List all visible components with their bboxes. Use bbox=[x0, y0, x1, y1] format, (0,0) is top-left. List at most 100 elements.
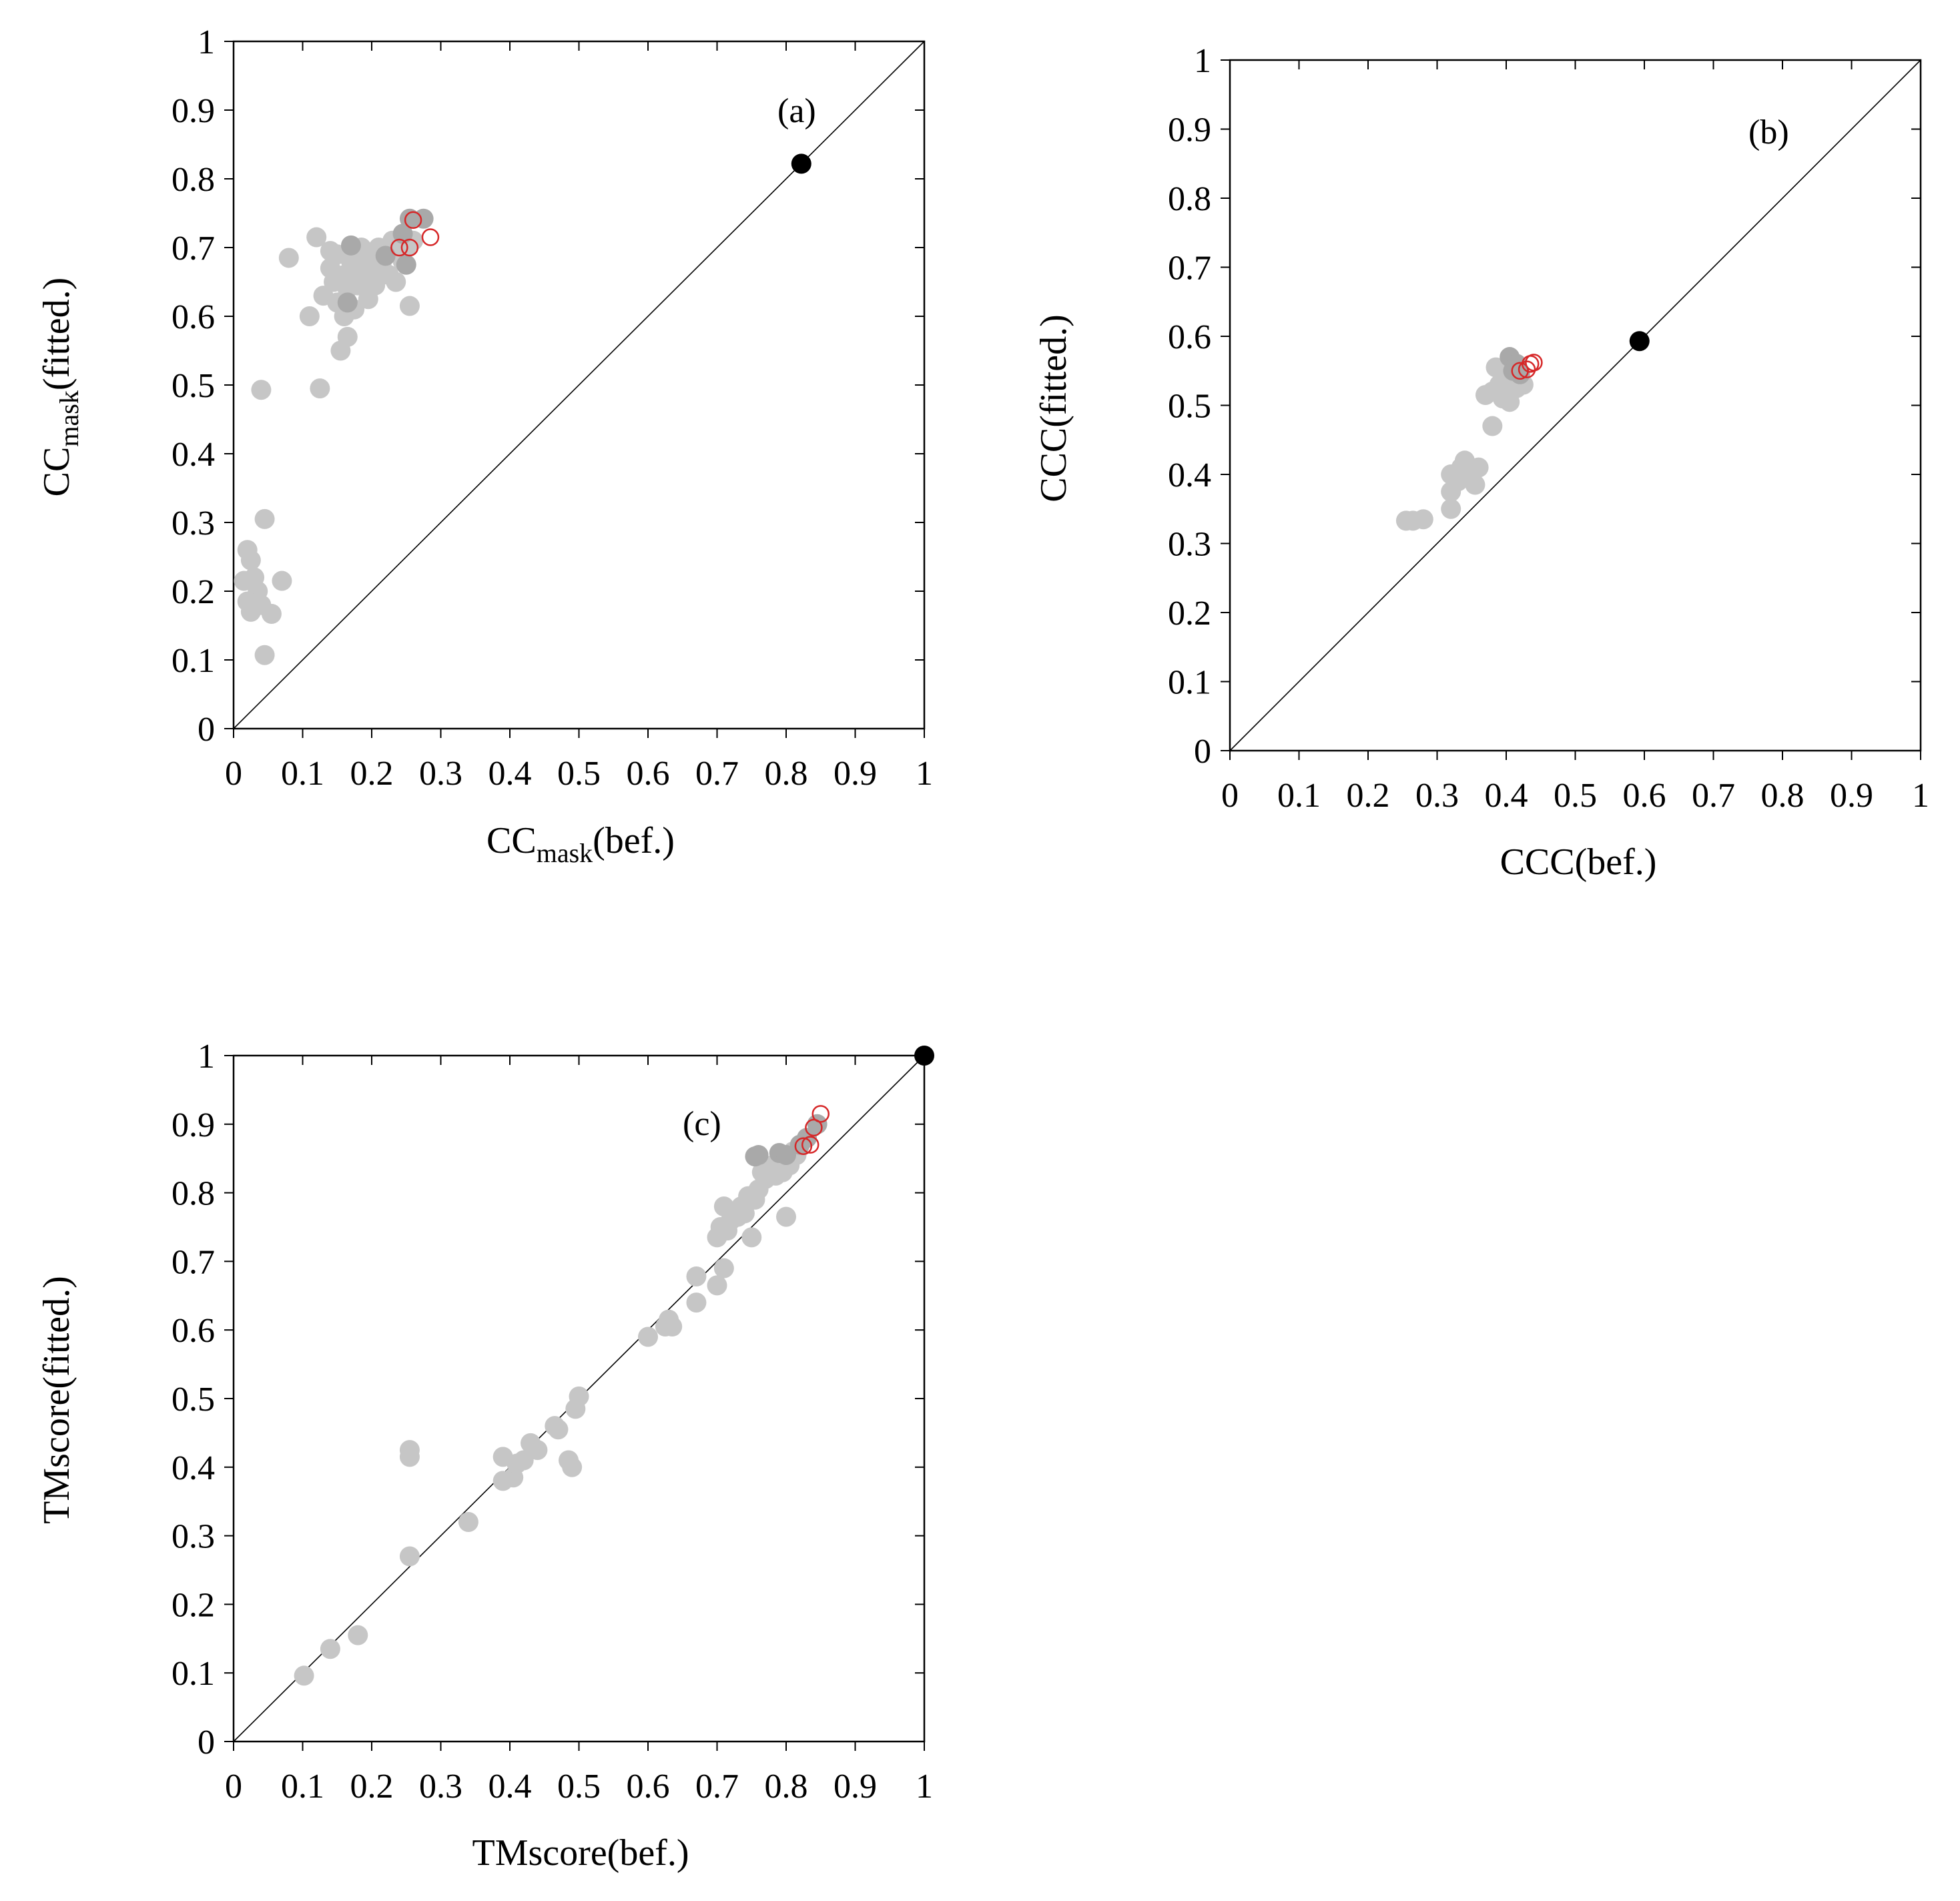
panel-b-ytick-label: 0.5 bbox=[1168, 388, 1211, 426]
panel-b-xtick-label: 0.7 bbox=[1692, 777, 1735, 815]
panel-a-ytick-label: 0.5 bbox=[172, 367, 215, 405]
panel-a-ytick-label: 0.6 bbox=[172, 298, 215, 336]
panel-b-xtick-label: 1 bbox=[1912, 777, 1929, 815]
panel-a-ytick-label: 0.7 bbox=[172, 230, 215, 268]
panel-a: (a) CCmask(bef.) CCmask(fitted.) 000.10.… bbox=[36, 23, 933, 868]
panel-b-point bbox=[1413, 509, 1433, 530]
panel-b-point-ring bbox=[1518, 360, 1536, 378]
panel-c-point-ring bbox=[794, 1137, 813, 1155]
panel-c-label: (c) bbox=[683, 1105, 721, 1143]
panel-c-xtick-label: 0.8 bbox=[765, 1768, 808, 1806]
panel-c-point bbox=[686, 1266, 707, 1287]
panel-a-point bbox=[299, 306, 320, 326]
panel-a-x-title-sub: mask bbox=[537, 838, 593, 868]
panel-a-y-title-main: CC bbox=[36, 447, 77, 497]
panel-b-ytick-label: 0.4 bbox=[1168, 456, 1211, 494]
panel-a-xtick-label: 0.8 bbox=[765, 755, 808, 793]
panel-c-point-ring bbox=[805, 1118, 823, 1137]
panel-b-diagonal bbox=[1229, 59, 1921, 751]
panel-a-point-dark bbox=[392, 224, 413, 244]
panel-b-point bbox=[1441, 498, 1461, 519]
panel-b-ytick-label: 0.2 bbox=[1168, 595, 1211, 633]
panel-c-point bbox=[399, 1546, 420, 1567]
panel-b-point bbox=[1468, 457, 1489, 478]
panel-a-point bbox=[310, 378, 330, 399]
panel-c-point bbox=[734, 1203, 755, 1224]
panel-c-point bbox=[562, 1457, 583, 1477]
panel-c-point-dark bbox=[748, 1145, 769, 1166]
panel-a-point-dark bbox=[340, 235, 361, 256]
panel-c-xtick-label: 0.4 bbox=[488, 1768, 532, 1806]
panel-a-xtick-label: 0.9 bbox=[834, 755, 877, 793]
panel-c-ytick-label: 0.6 bbox=[172, 1312, 215, 1350]
panel-c-point bbox=[294, 1665, 314, 1686]
panel-a-ytick-label: 0.4 bbox=[172, 436, 215, 474]
panel-c-xtick-label: 0.6 bbox=[627, 1768, 670, 1806]
panel-b-xtick-label: 0.3 bbox=[1415, 777, 1459, 815]
panel-a-xtick-label: 0 bbox=[225, 755, 242, 793]
panel-a-point bbox=[254, 508, 275, 529]
panel-b-ytick-label: 0.3 bbox=[1168, 526, 1211, 564]
panel-c-point bbox=[776, 1206, 796, 1227]
panel-c-point bbox=[713, 1196, 734, 1217]
panel-a-point bbox=[272, 571, 292, 591]
panel-c-xtick-label: 0.5 bbox=[557, 1768, 601, 1806]
panel-c-point bbox=[707, 1275, 727, 1296]
panel-c-point bbox=[513, 1450, 534, 1471]
panel-c-point-ring bbox=[801, 1136, 820, 1154]
panel-a-point-ring bbox=[421, 228, 440, 246]
panel-a-xtick-label: 1 bbox=[916, 755, 933, 793]
panel-a-y-title: CCmask(fitted.) bbox=[36, 278, 84, 497]
panel-a-point-ring bbox=[400, 238, 419, 257]
panel-a-point-dark bbox=[413, 208, 434, 229]
panel-a-point-dark bbox=[337, 292, 358, 313]
panel-c-xtick-label: 1 bbox=[916, 1768, 933, 1806]
panel-a-x-title-main: CC bbox=[486, 820, 537, 861]
panel-a-point bbox=[251, 380, 272, 400]
panel-a-point bbox=[254, 645, 275, 665]
panel-c-ytick-label: 0.9 bbox=[172, 1106, 215, 1144]
panel-c-point bbox=[741, 1227, 762, 1248]
panel-c-ytick-label: 0 bbox=[198, 1724, 215, 1762]
panel-a-x-title-rest: (bef.) bbox=[593, 820, 675, 861]
panel-a-point-dark bbox=[396, 254, 416, 275]
panel-c-ytick-label: 0.7 bbox=[172, 1243, 215, 1281]
panel-b-point bbox=[1482, 416, 1503, 436]
panel-c-ytick-label: 0.8 bbox=[172, 1175, 215, 1213]
panel-a-point bbox=[386, 272, 406, 292]
panel-b-ytick-label: 0.7 bbox=[1168, 250, 1211, 288]
panel-c-point-dark bbox=[807, 1114, 828, 1134]
panel-c-xtick-label: 0.7 bbox=[695, 1768, 739, 1806]
panel-a-xtick-label: 0.5 bbox=[557, 755, 601, 793]
panel-c-point-ring bbox=[811, 1105, 830, 1123]
panel-c-x-title: TMscore(bef.) bbox=[472, 1832, 689, 1874]
panel-c-reference-point bbox=[914, 1046, 934, 1066]
panel-a-ytick-label: 0.2 bbox=[172, 573, 215, 611]
panel-b-ytick-label: 0.8 bbox=[1168, 180, 1211, 218]
panel-b-label: (b) bbox=[1748, 113, 1789, 151]
panel-a-ytick-label: 0.3 bbox=[172, 504, 215, 542]
panel-b: (b) CCC(bef.) CCC(fitted.) 00 0.1 0.1 0.2 0.… bbox=[1033, 42, 1929, 883]
panel-b-xtick-label: 0.9 bbox=[1830, 777, 1873, 815]
panel-b-y-title: CCC(fitted.) bbox=[1033, 314, 1074, 502]
panel-a-reference-point bbox=[791, 153, 811, 174]
panel-a-ytick-label: 1 bbox=[198, 23, 215, 61]
panel-b-xtick-label: 0.8 bbox=[1761, 777, 1805, 815]
panel-b-xtick-label: 0.4 bbox=[1485, 777, 1528, 815]
panel-a-xtick-label: 0.2 bbox=[350, 755, 394, 793]
panel-a-label: (a) bbox=[777, 92, 816, 130]
panel-a-point-ring bbox=[404, 211, 422, 230]
panel-c-point bbox=[662, 1316, 683, 1337]
panel-a-ytick-label: 0.8 bbox=[172, 161, 215, 199]
panel-a-xtick-label: 0.6 bbox=[627, 755, 670, 793]
panel-a-point-dark bbox=[399, 208, 420, 229]
panel-b-ytick-label: 0.6 bbox=[1168, 318, 1211, 356]
panel-a-ytick-label: 0.1 bbox=[172, 642, 215, 680]
panel-c-point-dark bbox=[776, 1145, 796, 1166]
panel-b-xtick-label: 0.2 bbox=[1347, 777, 1390, 815]
panel-a-point bbox=[399, 296, 420, 316]
panel-c-xtick-label: 0.2 bbox=[350, 1768, 394, 1806]
panel-b-xtick-label: 0.6 bbox=[1623, 777, 1666, 815]
panel-c-xtick-label: 0.1 bbox=[281, 1768, 324, 1806]
